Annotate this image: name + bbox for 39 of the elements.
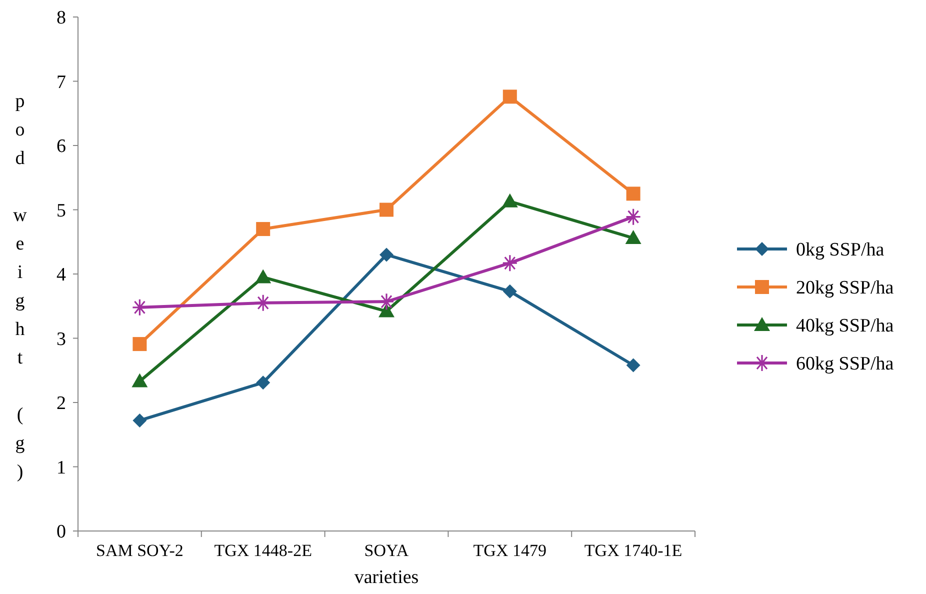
x-tick-label: SOYA [364,541,410,560]
point [626,186,640,201]
y-tick-label: 8 [56,8,66,29]
legend-label: 20kg SSP/ha [796,278,894,299]
point [378,292,394,310]
point [502,284,517,298]
x-tick-label: SAM SOY-2 [96,541,184,560]
legend-label: 60kg SSP/ha [796,354,894,375]
y-tick-label: 5 [56,200,66,222]
y-tick-label: 4 [56,264,66,286]
point [256,376,270,390]
x-tick-label: TGX 1479 [473,541,546,560]
x-tick-label: TGX 1448-2E [214,541,312,560]
y-tick-label: 6 [56,136,66,158]
point [132,373,148,388]
point [626,358,640,372]
y-tick-label: 3 [56,328,66,350]
point [132,337,147,352]
y-tick-label: 0 [56,522,66,543]
point [380,202,394,217]
point [625,230,642,244]
point [502,90,517,104]
point [378,303,394,318]
x-axis-title: varieties [354,567,419,588]
legend-label: 40kg SSP/ha [796,316,894,337]
point [132,298,148,316]
text: pod weight (g) [13,91,27,482]
point [255,269,272,284]
point [626,208,642,226]
point [502,254,518,272]
point [380,248,394,262]
point [502,193,518,208]
x-tick-label: TGX 1740-1E [584,541,682,560]
y-tick-label: 2 [56,393,66,414]
point [256,222,270,236]
y-tick-label: 7 [56,72,66,93]
legend-label: 0kg SSP/ha [796,240,885,261]
y-tick-label: 1 [56,457,66,478]
point [132,413,147,428]
